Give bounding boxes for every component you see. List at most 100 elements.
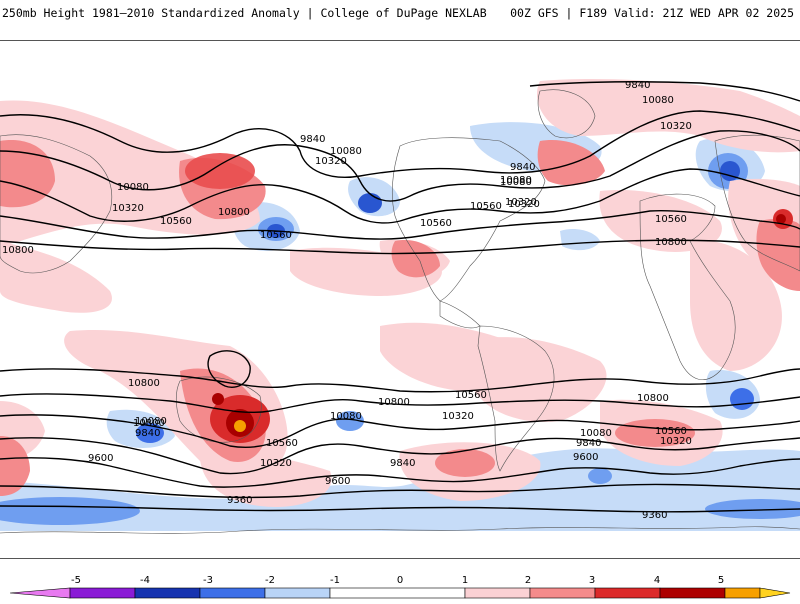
colorbar-band bbox=[759, 587, 791, 599]
colorbar-band bbox=[264, 587, 331, 599]
contour-label: 10560 bbox=[260, 230, 292, 241]
contour-label: 9840 bbox=[576, 438, 601, 449]
positive-anomaly-region bbox=[0, 100, 260, 246]
contour-label: 9840 bbox=[135, 428, 160, 439]
colorbar-svg: -5 -4 -3 -2 -1 0 1 2 3 4 5 bbox=[9, 575, 791, 599]
contour-label: 10800 bbox=[637, 393, 669, 404]
header: 250mb Height 1981–2010 Standardized Anom… bbox=[0, 0, 800, 30]
contour-label: 9840 bbox=[390, 458, 415, 469]
colorbar-band bbox=[134, 587, 201, 599]
positive-anomaly-core bbox=[776, 214, 786, 224]
contour-label: 10320 bbox=[112, 203, 144, 214]
colorbar-label: 5 bbox=[718, 575, 724, 586]
coastline bbox=[714, 134, 800, 272]
coastlines bbox=[0, 89, 800, 534]
contour-label: 10080 bbox=[642, 95, 674, 106]
contour-label: 10320 bbox=[508, 199, 540, 210]
contour-label: 10560 bbox=[420, 218, 452, 229]
contour-label: 10320 bbox=[660, 436, 692, 447]
height-contour bbox=[0, 368, 800, 393]
map-panel: 9840 10080 10320 10080 10320 10560 10080… bbox=[0, 40, 800, 559]
height-contour bbox=[0, 239, 800, 255]
height-contour bbox=[529, 81, 800, 102]
color-scale-legend: -5 -4 -3 -2 -1 0 1 2 3 4 5 bbox=[0, 568, 800, 600]
height-contour bbox=[0, 209, 800, 240]
contour-label: 10320 bbox=[315, 156, 347, 167]
positive-anomaly-region bbox=[0, 241, 112, 313]
colorbar-band bbox=[9, 587, 71, 599]
negative-anomaly-core bbox=[705, 499, 800, 519]
height-contour bbox=[0, 414, 800, 448]
colorbar-label: -1 bbox=[330, 575, 340, 586]
colorbar-label: 3 bbox=[589, 575, 595, 586]
colorbar-band bbox=[724, 587, 761, 599]
positive-anomaly-region bbox=[599, 190, 722, 252]
contour-label: 10320 bbox=[260, 458, 292, 469]
height-contour bbox=[0, 437, 800, 475]
contour-label: 10560 bbox=[455, 390, 487, 401]
colorbar-band bbox=[464, 587, 531, 599]
height-contour bbox=[207, 350, 251, 388]
contour-label: 10080 bbox=[117, 182, 149, 193]
contour-label: 10800 bbox=[2, 245, 34, 256]
contour-labels: 9840 10080 10320 10080 10320 10560 10080… bbox=[2, 80, 692, 521]
model-run-info: 00Z GFS | F189 Valid: 21Z WED APR 02 202… bbox=[510, 6, 794, 20]
contour-label: 10800 bbox=[128, 378, 160, 389]
contour-label: 9840 bbox=[300, 134, 325, 145]
contour-label: 10080 bbox=[500, 175, 532, 186]
colorbar-label: 4 bbox=[654, 575, 660, 586]
negative-anomaly-core bbox=[136, 423, 164, 443]
anomaly-map: 9840 10080 10320 10080 10320 10560 10080… bbox=[0, 79, 800, 534]
height-contour bbox=[0, 130, 800, 202]
coastline bbox=[537, 89, 596, 139]
contour-label: 10560 bbox=[470, 201, 502, 212]
coastline bbox=[175, 376, 262, 443]
contour-label: 9840 bbox=[625, 80, 650, 91]
contour-label: 9600 bbox=[325, 476, 350, 487]
negative-anomaly-core bbox=[730, 388, 754, 410]
contour-label: 10800 bbox=[378, 397, 410, 408]
colorbar-label: -2 bbox=[265, 575, 275, 586]
contour-label: 10080 bbox=[135, 416, 167, 427]
positive-anomaly-core bbox=[185, 153, 255, 189]
colorbar-band bbox=[659, 587, 726, 599]
height-contour bbox=[0, 483, 800, 499]
coastline bbox=[391, 137, 546, 302]
colorbar-labels: -5 -4 -3 -2 -1 0 1 2 3 4 5 bbox=[71, 575, 724, 586]
contour-label: 10560 bbox=[160, 216, 192, 227]
coastline bbox=[439, 300, 481, 329]
colorbar-band bbox=[199, 587, 266, 599]
contour-label: 10560 bbox=[266, 438, 298, 449]
contour-label: 9840 bbox=[510, 162, 535, 173]
colorbar-band bbox=[594, 587, 661, 599]
contour-label: 10320 bbox=[505, 197, 537, 208]
negative-anomaly-core bbox=[336, 411, 364, 431]
map-title: 250mb Height 1981–2010 Standardized Anom… bbox=[2, 6, 487, 20]
contour-label: 10320 bbox=[660, 121, 692, 132]
positive-anomaly-core bbox=[0, 140, 55, 208]
height-contour bbox=[0, 505, 800, 513]
negative-anomaly-region bbox=[560, 229, 600, 251]
height-contour bbox=[0, 393, 800, 414]
height-contour bbox=[0, 110, 800, 178]
positive-anomaly-core bbox=[756, 218, 800, 291]
colorbar-bands bbox=[9, 587, 791, 599]
contour-label: 10080 bbox=[500, 177, 532, 188]
contour-label: 10800 bbox=[655, 237, 687, 248]
height-contour bbox=[0, 457, 800, 488]
contour-label: 10800 bbox=[218, 207, 250, 218]
positive-anomaly-core bbox=[212, 393, 224, 405]
contour-label: 10080 bbox=[580, 428, 612, 439]
colorbar-band bbox=[329, 587, 466, 599]
contour-label: 9600 bbox=[88, 453, 113, 464]
negative-anomaly-core bbox=[0, 497, 140, 525]
colorbar-band bbox=[529, 587, 596, 599]
positive-anomaly-core bbox=[537, 140, 605, 186]
contour-label: 9360 bbox=[642, 510, 667, 521]
colorbar-label: -3 bbox=[203, 575, 213, 586]
contour-label: 10560 bbox=[655, 214, 687, 225]
positive-anomaly-core bbox=[435, 449, 495, 477]
colorbar-label: 0 bbox=[397, 575, 403, 586]
colorbar-label: -4 bbox=[140, 575, 150, 586]
contour-label: 10800 bbox=[133, 418, 165, 429]
